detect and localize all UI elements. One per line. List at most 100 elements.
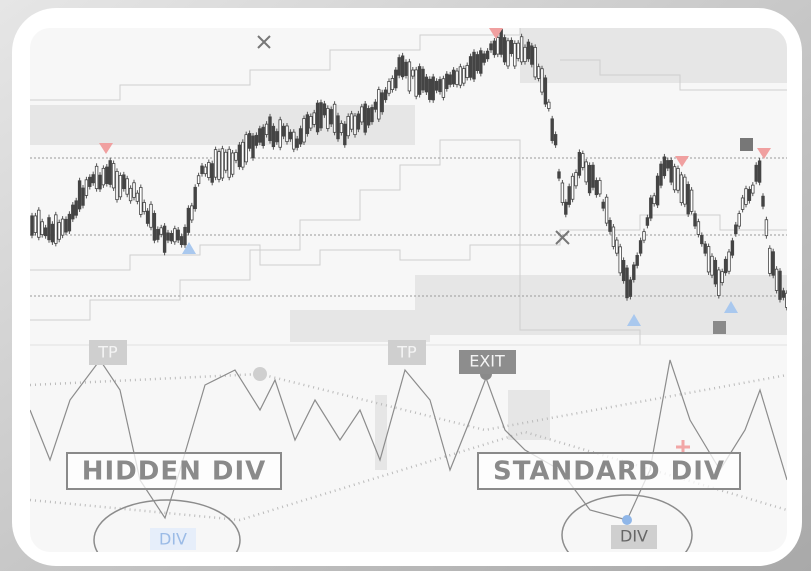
candle-body [683, 176, 687, 205]
candle-body [723, 258, 728, 274]
candle-body [625, 267, 629, 299]
candle-body [319, 102, 323, 129]
plus-marker [676, 440, 690, 454]
candle-body [479, 50, 483, 74]
candle-body [203, 166, 208, 175]
candle-body [37, 209, 41, 238]
candle-body [98, 174, 102, 190]
candle-body [744, 188, 748, 205]
candle-body [278, 119, 282, 148]
candle-body [604, 196, 609, 224]
candle-body [431, 76, 435, 101]
square-marker [713, 321, 726, 334]
candle-body [186, 207, 191, 233]
tag-label: EXIT [469, 352, 505, 371]
candle-body [737, 213, 741, 227]
candle-body [441, 78, 446, 98]
candle-body [220, 148, 225, 179]
candle-body [536, 66, 541, 79]
candle-body [553, 134, 558, 146]
candle-body [224, 151, 228, 171]
candle-body [57, 222, 61, 240]
step-line [30, 214, 787, 271]
candle-body [254, 134, 259, 146]
candle-body [560, 182, 565, 203]
candle-body [281, 125, 286, 137]
chart-area: TP TP EXIT DIV DIV HIDDEN DIV STANDARD D… [30, 28, 787, 552]
candle-body [67, 213, 72, 232]
candle-body [135, 192, 140, 202]
candle-body [734, 224, 738, 235]
candle-body [149, 203, 153, 228]
candle-body [366, 108, 371, 126]
candle-body [166, 232, 170, 241]
candle-body [244, 134, 248, 163]
candle-body [50, 223, 55, 243]
candle-body [288, 131, 293, 140]
candle-body [506, 40, 510, 67]
candle-body [523, 46, 527, 63]
candle-body [332, 103, 337, 133]
candle-body [247, 133, 252, 149]
candle-body [550, 118, 554, 141]
candle-body [397, 57, 401, 76]
candle-body [360, 106, 364, 123]
step-line [560, 59, 787, 91]
tag-label: DIV [620, 527, 648, 546]
candle-body [77, 180, 82, 210]
candle-body [662, 156, 667, 177]
candle-body [584, 161, 588, 183]
candle-body [152, 212, 157, 241]
candle-body [645, 217, 650, 226]
candle-body [451, 69, 456, 85]
candle-body [271, 125, 276, 148]
candle-body [771, 251, 775, 276]
candle-body [632, 264, 636, 280]
candle-body [608, 220, 612, 232]
candle-body [693, 213, 697, 227]
candle-body [118, 175, 123, 198]
candle-body [108, 160, 112, 185]
candle-body [785, 292, 787, 308]
tag [611, 525, 657, 549]
candle-body [564, 201, 568, 215]
candle-body [210, 163, 214, 183]
candle-body [169, 232, 174, 242]
candle-body [519, 36, 524, 63]
candle-body [574, 172, 578, 187]
sell-marker [675, 156, 689, 167]
candle-body [394, 69, 398, 89]
candle-body [543, 77, 548, 105]
tag-label: TP [97, 343, 118, 362]
candle-body [258, 128, 262, 143]
candle-body [115, 170, 119, 201]
candle-body [618, 246, 622, 274]
candle-body [666, 160, 670, 169]
candle-body [373, 101, 378, 110]
candle-body [516, 42, 520, 59]
zone [375, 395, 387, 470]
candle-body [513, 43, 517, 67]
candles [30, 28, 787, 311]
candle-body [329, 109, 333, 125]
candle-body [462, 68, 466, 84]
candle-body [652, 195, 656, 205]
candle-body [424, 76, 429, 93]
tag-label: DIV [159, 530, 187, 549]
candle-body [312, 112, 316, 125]
candle-body [81, 187, 85, 206]
candle-body [591, 164, 595, 188]
candle-body [621, 259, 626, 282]
candle-body [227, 148, 231, 178]
candle-body [139, 187, 143, 215]
buy-marker [627, 314, 641, 326]
candle-body [601, 201, 605, 209]
candle-body [40, 221, 44, 235]
sell-marker [99, 143, 113, 154]
candle-body [530, 45, 534, 65]
candle-body [686, 184, 690, 215]
candle-body [190, 205, 194, 221]
candle-body [547, 101, 551, 109]
candle-body [54, 214, 58, 244]
candle-body [414, 69, 418, 97]
